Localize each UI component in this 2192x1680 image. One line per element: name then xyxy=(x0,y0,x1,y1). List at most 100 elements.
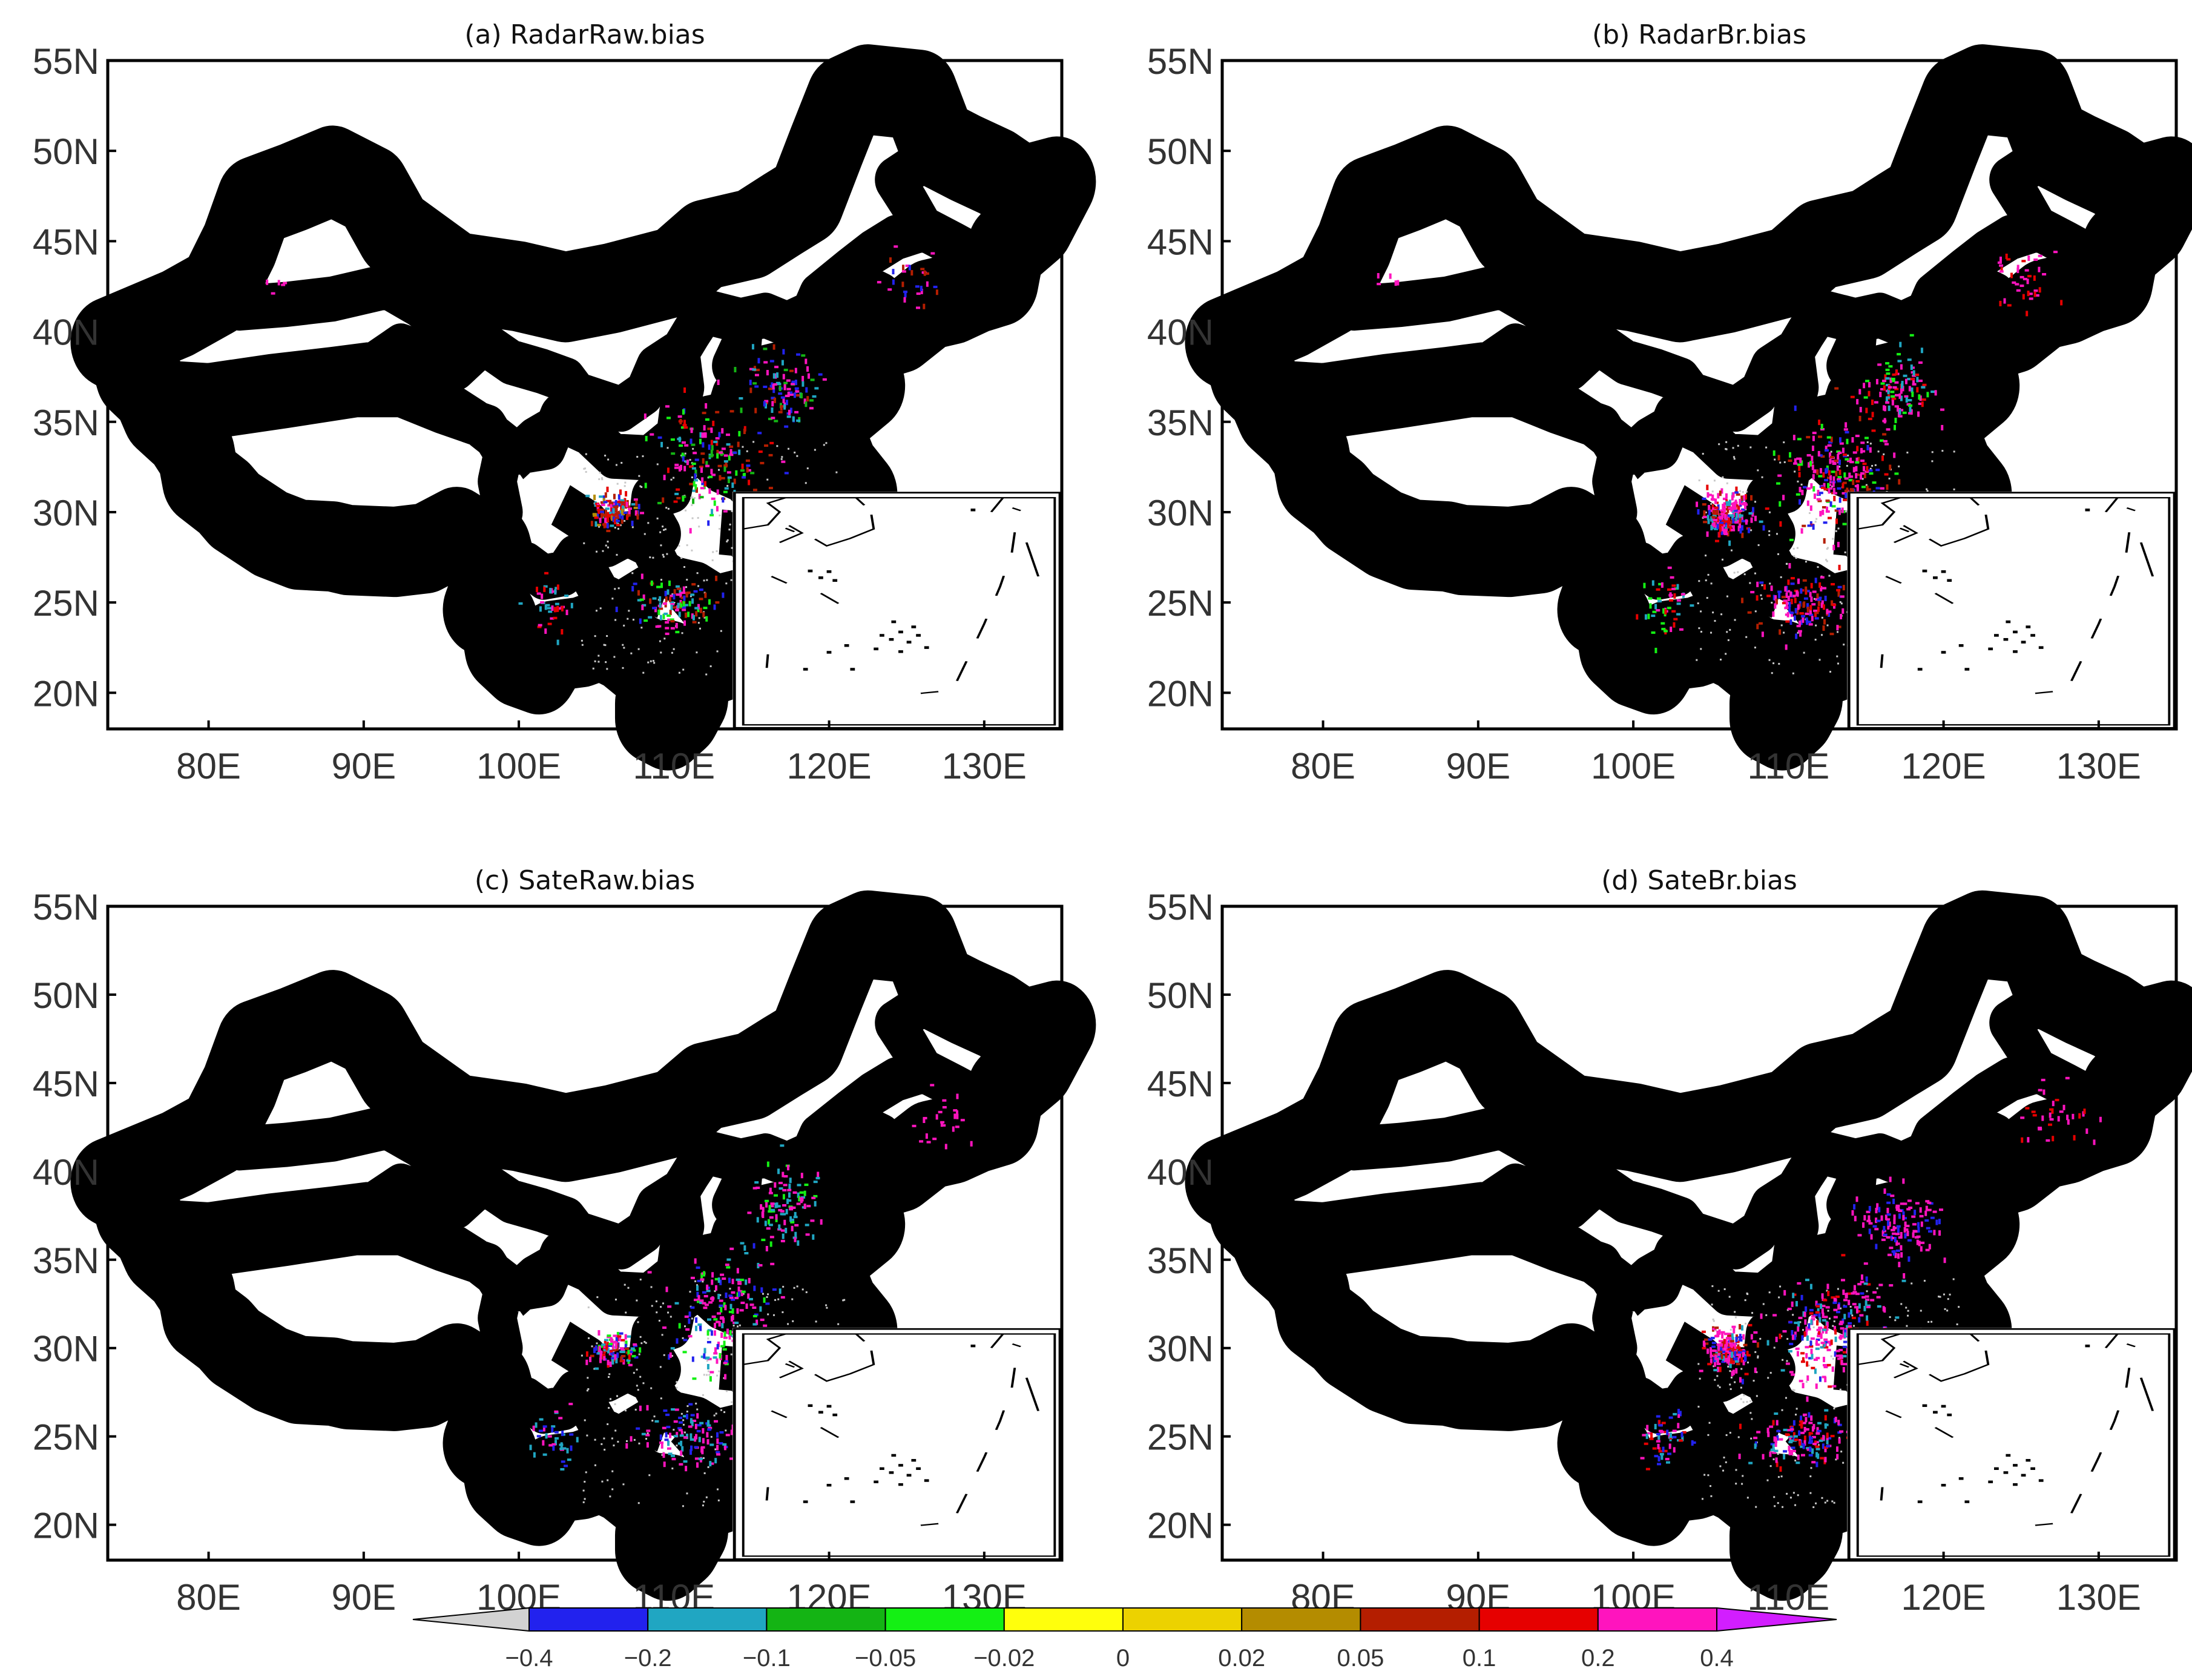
station-marker xyxy=(1892,1250,1895,1256)
station-marker xyxy=(1886,1193,1891,1196)
station-marker xyxy=(919,1140,924,1143)
station-dot xyxy=(1861,478,1864,480)
station-marker xyxy=(1789,1439,1794,1442)
station-dot xyxy=(726,539,729,541)
station-marker xyxy=(1716,1331,1719,1337)
station-marker xyxy=(1824,595,1827,601)
station-marker xyxy=(905,264,910,267)
station-marker xyxy=(1748,1323,1753,1326)
station-marker xyxy=(1894,387,1899,390)
station-marker xyxy=(1816,1303,1821,1306)
station-marker xyxy=(785,1228,788,1234)
station-marker xyxy=(1719,526,1722,532)
station-dot xyxy=(666,553,668,555)
station-marker xyxy=(682,586,685,592)
station-marker xyxy=(735,470,738,476)
station-marker xyxy=(1863,466,1866,472)
station-marker xyxy=(784,472,789,475)
station-dot xyxy=(1838,466,1841,468)
station-marker xyxy=(2065,1076,2070,1079)
station-dot xyxy=(630,652,633,654)
y-tick-label: 20N xyxy=(1147,1506,1214,1546)
station-dot xyxy=(619,524,622,527)
station-marker xyxy=(1767,1431,1770,1437)
station-marker xyxy=(1808,1454,1813,1457)
station-marker xyxy=(740,1290,743,1296)
station-marker xyxy=(696,1462,699,1468)
station-marker xyxy=(2028,292,2033,295)
station-marker xyxy=(642,594,645,600)
station-marker xyxy=(1802,1311,1805,1317)
station-marker xyxy=(547,607,551,610)
station-marker xyxy=(1868,417,1872,420)
station-marker xyxy=(668,580,671,586)
station-marker xyxy=(614,1354,617,1360)
station-dot xyxy=(1696,659,1698,661)
station-marker xyxy=(782,374,785,380)
y-tick-label: 55N xyxy=(33,887,99,927)
station-marker xyxy=(752,1306,757,1309)
station-dot xyxy=(1865,484,1868,486)
station-marker xyxy=(1860,1280,1865,1283)
station-marker xyxy=(2005,253,2008,259)
station-marker xyxy=(1863,1282,1868,1285)
station-marker xyxy=(1793,615,1796,621)
station-dot xyxy=(1883,453,1885,455)
station-marker xyxy=(1795,633,1798,639)
station-marker xyxy=(887,288,892,291)
station-marker xyxy=(1938,1230,1941,1236)
station-marker xyxy=(923,1117,926,1123)
station-marker xyxy=(814,387,819,390)
station-marker xyxy=(562,1447,567,1450)
station-marker xyxy=(606,529,611,532)
station-marker xyxy=(786,415,791,418)
station-marker xyxy=(942,1105,947,1108)
station-dot xyxy=(662,556,665,558)
station-dot xyxy=(707,1337,709,1340)
station-marker xyxy=(2067,1119,2070,1125)
station-marker xyxy=(599,509,604,512)
station-marker xyxy=(737,1280,742,1283)
station-marker xyxy=(1904,1221,1907,1227)
station-marker xyxy=(1725,1349,1728,1355)
station-marker xyxy=(731,1298,736,1301)
station-dot xyxy=(1769,582,1771,585)
station-dot xyxy=(1814,521,1817,523)
station-marker xyxy=(627,1349,630,1356)
station-marker xyxy=(1725,501,1730,504)
station-dot xyxy=(1802,1329,1804,1331)
station-marker xyxy=(790,383,795,386)
station-marker xyxy=(637,504,640,510)
station-dot xyxy=(1888,477,1891,479)
station-dot xyxy=(1829,1317,1831,1320)
station-dot xyxy=(1707,573,1710,576)
station-marker xyxy=(774,366,779,369)
station-marker xyxy=(1731,514,1734,520)
station-marker xyxy=(675,585,680,588)
station-marker xyxy=(1835,1354,1840,1357)
station-dot xyxy=(1840,1307,1842,1309)
station-marker xyxy=(1819,468,1822,474)
station-marker xyxy=(780,396,785,399)
station-marker xyxy=(1753,1437,1758,1440)
station-dot xyxy=(716,650,719,653)
station-marker xyxy=(1667,566,1672,569)
station-marker xyxy=(1835,1349,1840,1352)
station-marker xyxy=(788,391,793,394)
station-marker xyxy=(2031,1110,2036,1113)
station-marker xyxy=(1853,1285,1856,1291)
station-dot xyxy=(702,1457,705,1459)
station-marker xyxy=(1810,1319,1813,1325)
station-dot xyxy=(638,1353,640,1356)
station-marker xyxy=(1661,628,1666,631)
colorbar-tick-label: 0 xyxy=(1116,1645,1130,1672)
station-marker xyxy=(2016,289,2021,292)
station-marker xyxy=(716,1438,719,1444)
station-marker xyxy=(800,1173,803,1179)
station-dot xyxy=(1833,1501,1835,1504)
station-dot xyxy=(708,1374,711,1376)
station-marker xyxy=(799,1197,804,1200)
station-marker xyxy=(1730,1356,1733,1362)
station-marker xyxy=(716,489,719,495)
station-marker xyxy=(1894,1253,1897,1259)
